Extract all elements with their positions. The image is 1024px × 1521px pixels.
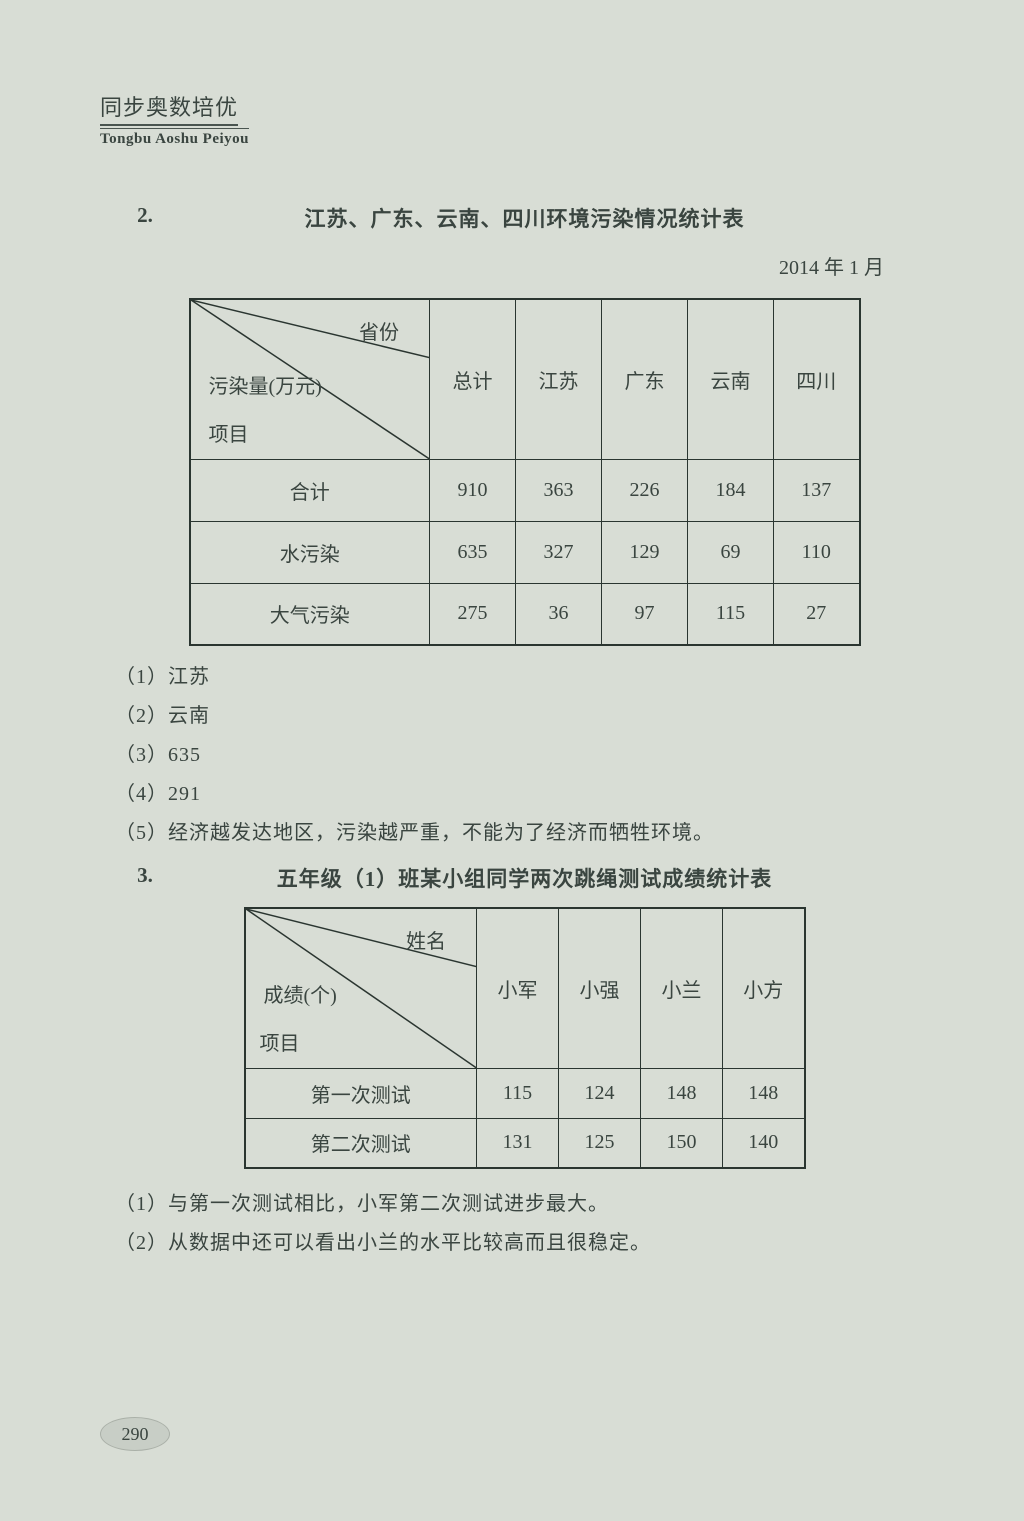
cell: 327	[516, 521, 602, 583]
cell: 115	[477, 1068, 559, 1118]
row-header: 第二次测试	[245, 1118, 477, 1168]
diagonal-header-cell: 姓名 成绩(个) 项目	[245, 908, 477, 1068]
section-3-answers: （1）与第一次测试相比，小军第二次测试进步最大。 （2）从数据中还可以看出小兰的…	[105, 1187, 924, 1255]
answer-line: （1）与第一次测试相比，小军第二次测试进步最大。	[115, 1187, 924, 1216]
section-2-title: 江苏、广东、云南、四川环境污染情况统计表	[305, 207, 745, 231]
col-header: 小强	[559, 908, 641, 1068]
answer-line: （2）云南	[115, 699, 924, 728]
section-2-heading: 2. 江苏、广东、云南、四川环境污染情况统计表	[125, 203, 924, 233]
cell: 124	[559, 1068, 641, 1118]
table-row: 第一次测试 115 124 148 148	[245, 1068, 805, 1118]
row-header: 第一次测试	[245, 1068, 477, 1118]
section-2-date: 2014 年 1 月	[125, 251, 884, 280]
table-row: 省份 污染量(万元) 项目 总计 江苏 广东 云南 四川	[190, 299, 860, 459]
answer-line: （2）从数据中还可以看出小兰的水平比较高而且很稳定。	[115, 1226, 924, 1255]
cell: 226	[602, 459, 688, 521]
cell: 110	[774, 521, 860, 583]
page-number-badge: 290	[100, 1417, 170, 1451]
answer-line: （3）635	[115, 738, 924, 767]
table-row: 姓名 成绩(个) 项目 小军 小强 小兰 小方	[245, 908, 805, 1068]
diagonal-header-cell: 省份 污染量(万元) 项目	[190, 299, 430, 459]
diag-mid-label: 污染量(万元)	[209, 370, 322, 399]
cell: 129	[602, 521, 688, 583]
book-title-pinyin: Tongbu Aoshu Peiyou	[100, 128, 249, 148]
jumprope-table: 姓名 成绩(个) 项目 小军 小强 小兰 小方 第一次测试 115 124 14…	[244, 907, 806, 1169]
cell: 148	[641, 1068, 723, 1118]
answer-line: （4）291	[115, 777, 924, 806]
section-2-answers: （1）江苏 （2）云南 （3）635 （4）291 （5）经济越发达地区，污染越…	[105, 660, 924, 845]
page-header: 同步奥数培优 Tongbu Aoshu Peiyou	[100, 90, 924, 148]
answer-line: （1）江苏	[115, 660, 924, 689]
cell: 635	[430, 521, 516, 583]
section-3-heading: 3. 五年级（1）班某小组同学两次跳绳测试成绩统计表	[125, 863, 924, 893]
cell: 184	[688, 459, 774, 521]
cell: 137	[774, 459, 860, 521]
col-header: 小军	[477, 908, 559, 1068]
section-3: 3. 五年级（1）班某小组同学两次跳绳测试成绩统计表 姓名 成绩(个) 项目 小…	[125, 863, 924, 1255]
cell: 125	[559, 1118, 641, 1168]
col-header: 江苏	[516, 299, 602, 459]
cell: 148	[723, 1068, 805, 1118]
section-2-number: 2.	[125, 203, 165, 228]
cell: 275	[430, 583, 516, 645]
row-header: 合计	[190, 459, 430, 521]
cell: 36	[516, 583, 602, 645]
table-2-wrapper: 姓名 成绩(个) 项目 小军 小强 小兰 小方 第一次测试 115 124 14…	[125, 907, 924, 1169]
answer-line: （5）经济越发达地区，污染越严重，不能为了经济而牺牲环境。	[115, 816, 924, 845]
row-header: 水污染	[190, 521, 430, 583]
diag-bottom-label: 项目	[260, 1027, 300, 1056]
page-number: 290	[122, 1424, 149, 1445]
cell: 363	[516, 459, 602, 521]
diag-bottom-label: 项目	[209, 418, 249, 447]
col-header: 云南	[688, 299, 774, 459]
book-title-cn: 同步奥数培优	[100, 90, 238, 126]
col-header: 四川	[774, 299, 860, 459]
row-header: 大气污染	[190, 583, 430, 645]
col-header: 总计	[430, 299, 516, 459]
cell: 150	[641, 1118, 723, 1168]
col-header: 小方	[723, 908, 805, 1068]
diag-mid-label: 成绩(个)	[264, 979, 337, 1008]
col-header: 广东	[602, 299, 688, 459]
table-row: 第二次测试 131 125 150 140	[245, 1118, 805, 1168]
cell: 27	[774, 583, 860, 645]
diag-top-label: 省份	[359, 316, 399, 345]
col-header: 小兰	[641, 908, 723, 1068]
table-row: 合计 910 363 226 184 137	[190, 459, 860, 521]
table-row: 水污染 635 327 129 69 110	[190, 521, 860, 583]
cell: 115	[688, 583, 774, 645]
table-row: 大气污染 275 36 97 115 27	[190, 583, 860, 645]
cell: 131	[477, 1118, 559, 1168]
cell: 910	[430, 459, 516, 521]
table-1-wrapper: 省份 污染量(万元) 项目 总计 江苏 广东 云南 四川 合计 910 363 …	[125, 298, 924, 646]
cell: 69	[688, 521, 774, 583]
diag-top-label: 姓名	[406, 925, 446, 954]
section-3-title: 五年级（1）班某小组同学两次跳绳测试成绩统计表	[277, 867, 773, 891]
section-3-number: 3.	[125, 863, 165, 888]
section-2: 2. 江苏、广东、云南、四川环境污染情况统计表 2014 年 1 月 省份 污染…	[125, 203, 924, 845]
cell: 97	[602, 583, 688, 645]
cell: 140	[723, 1118, 805, 1168]
pollution-table: 省份 污染量(万元) 项目 总计 江苏 广东 云南 四川 合计 910 363 …	[189, 298, 861, 646]
